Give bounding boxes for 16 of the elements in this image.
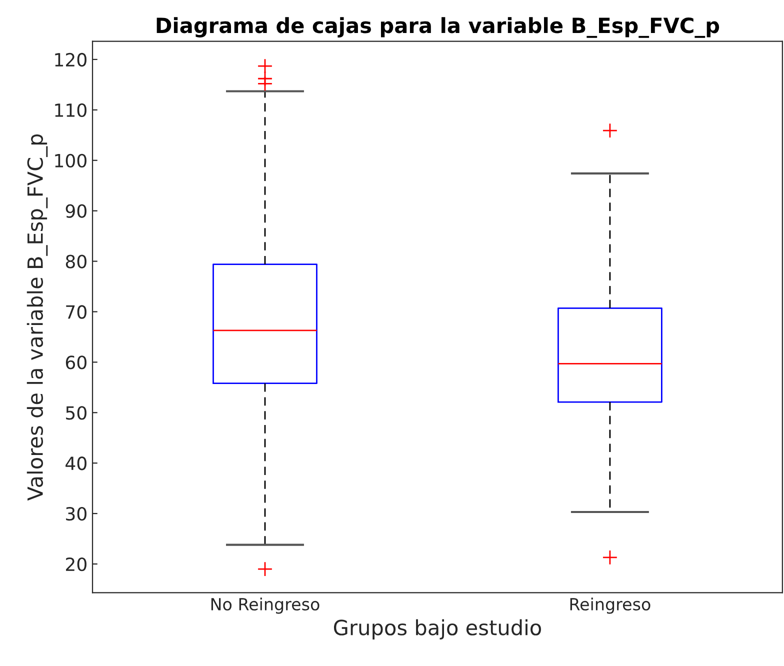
- y-tick-label: 20: [66, 557, 86, 572]
- x-tick-label: Reingreso: [570, 598, 650, 614]
- y-tick-label: 60: [66, 356, 86, 370]
- y-tick-label: 30: [66, 506, 86, 521]
- y-tick-label: 120: [55, 52, 86, 67]
- y-tick-label: 100: [55, 154, 86, 168]
- y-tick-label: 90: [66, 204, 86, 218]
- x-axis-title: Grupos bajo estudio: [334, 619, 541, 640]
- y-tick-label: 110: [55, 103, 86, 118]
- chart-title: Diagrama de cajas para la variable B_Esp_FVC_p: [156, 17, 720, 38]
- x-tick-label: No Reingreso: [211, 598, 320, 614]
- y-tick-label: 80: [66, 254, 86, 268]
- y-tick-label: 70: [66, 305, 86, 319]
- y-axis-title: Valores de la variable B_Esp_FVC_p: [26, 134, 48, 501]
- y-tick-label: 40: [66, 456, 86, 470]
- y-tick-label: 50: [66, 406, 86, 420]
